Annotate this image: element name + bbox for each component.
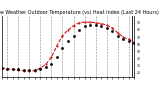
Title: Milwaukee Weather Outdoor Temperature (vs) Heat Index (Last 24 Hours): Milwaukee Weather Outdoor Temperature (v… <box>0 10 158 15</box>
